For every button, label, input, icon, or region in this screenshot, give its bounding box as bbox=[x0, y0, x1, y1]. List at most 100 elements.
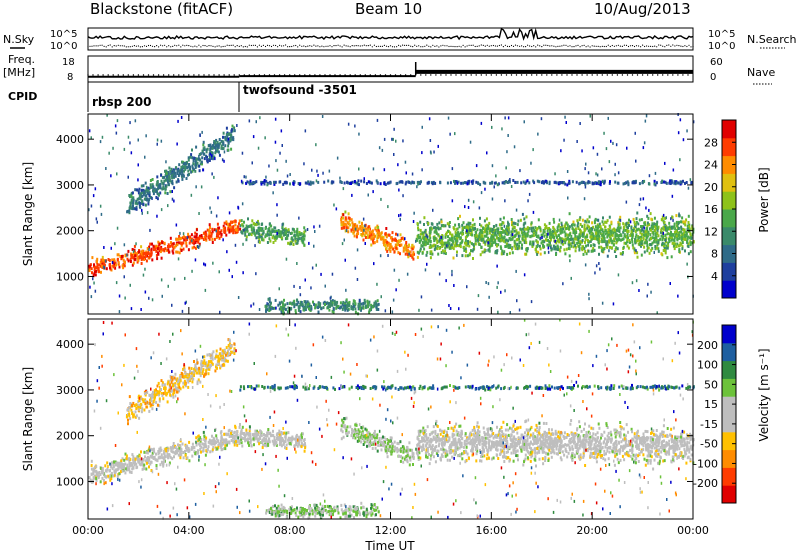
echo-cell bbox=[253, 231, 256, 235]
nsearch-point bbox=[283, 45, 285, 47]
echo-cell bbox=[529, 235, 532, 239]
nsearch-point bbox=[345, 45, 347, 47]
echo-cell bbox=[184, 166, 187, 170]
echo-cell bbox=[140, 188, 143, 192]
noise-cell bbox=[656, 311, 658, 315]
echo-cell bbox=[142, 203, 145, 207]
echo-cell bbox=[649, 243, 652, 247]
echo-cell bbox=[114, 261, 117, 265]
echo-cell bbox=[308, 305, 310, 309]
echo-cell bbox=[638, 240, 641, 244]
echo-cell bbox=[461, 232, 464, 236]
echo-cell bbox=[524, 252, 527, 256]
echo-cell bbox=[568, 225, 571, 229]
echo-cell bbox=[604, 232, 607, 236]
noise-cell bbox=[585, 162, 587, 166]
echo-cell bbox=[441, 234, 444, 237]
echo-cell bbox=[635, 179, 637, 183]
echo-cell bbox=[230, 430, 233, 434]
echo-cell bbox=[470, 249, 472, 253]
echo-cell bbox=[435, 232, 438, 235]
echo-cell bbox=[364, 227, 367, 231]
echo-cell bbox=[412, 257, 415, 261]
echo-cell bbox=[686, 239, 689, 243]
echo-cell bbox=[312, 181, 315, 185]
echo-cell bbox=[568, 243, 571, 247]
noise-cell bbox=[241, 151, 244, 155]
echo-cell bbox=[549, 238, 552, 242]
echo-cell bbox=[280, 236, 283, 240]
echo-cell bbox=[389, 244, 392, 248]
echo-cell bbox=[369, 308, 372, 312]
echo-cell bbox=[612, 231, 615, 235]
echo-cell bbox=[556, 228, 559, 232]
noise-cell bbox=[601, 301, 604, 305]
nsearch-point bbox=[337, 44, 339, 46]
echo-cell bbox=[534, 233, 537, 237]
echo-cell bbox=[470, 232, 472, 236]
echo-cell bbox=[468, 225, 471, 229]
echo-cell bbox=[593, 219, 596, 223]
noise-cell bbox=[194, 258, 197, 262]
echo-cell bbox=[516, 238, 519, 241]
echo-cell bbox=[611, 239, 614, 243]
echo-cell bbox=[107, 474, 110, 478]
echo-cell bbox=[196, 161, 199, 165]
echo-cell bbox=[199, 448, 202, 451]
noise-cell bbox=[643, 141, 646, 145]
echo-cell bbox=[332, 180, 335, 184]
echo-cell bbox=[496, 249, 499, 253]
echo-cell bbox=[217, 145, 220, 149]
echo-cell bbox=[183, 169, 185, 173]
echo-cell bbox=[552, 229, 555, 233]
noise-cell bbox=[225, 138, 227, 142]
echo-cell bbox=[568, 240, 571, 244]
nsearch-point bbox=[105, 46, 107, 48]
echo-cell bbox=[217, 445, 220, 449]
echo-cell bbox=[343, 306, 345, 310]
noise-cell bbox=[266, 302, 268, 306]
echo-cell bbox=[145, 194, 148, 198]
echo-cell bbox=[515, 229, 518, 233]
echo-cell bbox=[208, 144, 211, 147]
echo-cell bbox=[460, 181, 463, 185]
echo-cell bbox=[420, 238, 423, 242]
nsearch-point bbox=[516, 45, 519, 47]
echo-cell bbox=[569, 242, 572, 246]
echo-cell bbox=[533, 181, 536, 185]
echo-cell bbox=[222, 131, 225, 135]
echo-cell bbox=[643, 241, 646, 245]
echo-cell bbox=[244, 228, 246, 232]
echo-cell bbox=[148, 456, 151, 460]
echo-cell bbox=[303, 230, 306, 234]
noise-cell bbox=[576, 140, 578, 143]
nsearch-point bbox=[615, 45, 618, 47]
echo-cell bbox=[564, 237, 567, 241]
echo-cell bbox=[510, 218, 513, 221]
nsearch-point bbox=[250, 44, 252, 47]
nave-tick-high: 60 bbox=[710, 57, 723, 68]
echo-cell bbox=[587, 180, 590, 184]
noise-cell bbox=[384, 309, 387, 313]
echo-cell bbox=[296, 298, 298, 302]
echo-cell bbox=[437, 227, 440, 231]
velocity-echoes bbox=[88, 318, 695, 520]
echo-cell bbox=[142, 256, 144, 260]
nsearch-point bbox=[678, 45, 680, 47]
echo-cell bbox=[583, 227, 586, 231]
echo-cell bbox=[466, 254, 469, 258]
echo-cell bbox=[219, 231, 222, 235]
echo-cell bbox=[198, 153, 201, 156]
noise-cell bbox=[583, 197, 586, 201]
echo-cell bbox=[124, 254, 127, 258]
echo-cell bbox=[284, 307, 287, 311]
nsearch-point bbox=[363, 44, 365, 46]
echo-cell bbox=[147, 252, 150, 255]
echo-cell bbox=[586, 239, 589, 242]
echo-cell bbox=[656, 231, 659, 235]
echo-cell bbox=[609, 225, 612, 229]
echo-cell bbox=[187, 447, 190, 450]
noise-cell bbox=[129, 283, 131, 287]
echo-cell bbox=[561, 237, 564, 241]
noise-cell bbox=[487, 282, 490, 286]
